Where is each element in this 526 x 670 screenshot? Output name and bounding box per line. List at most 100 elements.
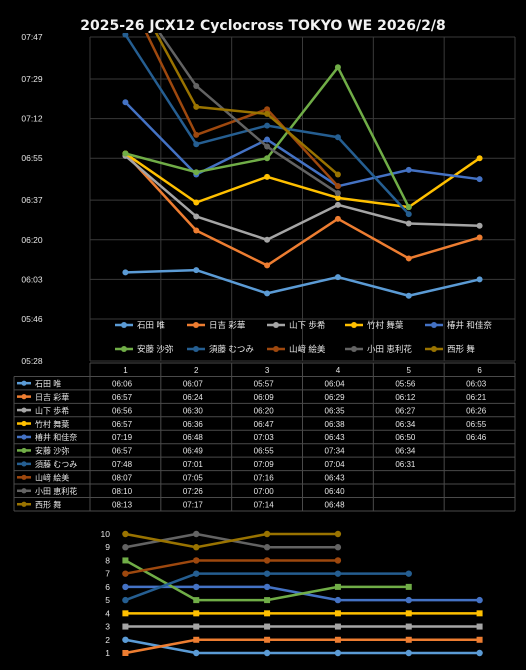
rank-point <box>122 623 129 630</box>
rank-tick-label: 6 <box>105 582 110 592</box>
row-label: 椿井 和佳奈 <box>35 432 77 442</box>
series-point <box>334 190 341 197</box>
rank-line-1 <box>125 638 480 655</box>
legend-entry: 石田 唯 <box>115 320 165 330</box>
cell-value: 06:55 <box>254 447 275 456</box>
cell-value: 07:48 <box>112 460 133 469</box>
rank-point <box>122 583 129 591</box>
cell-value: 06:07 <box>183 379 204 388</box>
cell-value: 06:35 <box>325 406 346 415</box>
legend-entry: 日吉 彩華 <box>187 320 246 330</box>
series-point <box>264 106 271 113</box>
rank-point <box>122 530 129 538</box>
cell-value: 07:16 <box>254 474 275 483</box>
cell-value: 06:34 <box>395 447 416 456</box>
series-point <box>193 169 200 176</box>
row-swatch-marker <box>21 420 27 427</box>
cell-value: 07:01 <box>183 460 204 469</box>
cell-value: 06:47 <box>254 420 275 429</box>
data-table: 1 2 3 4 5 6 石田 唯 06:06 06:07 05:57 06:04 05:56 06:03… <box>13 362 516 512</box>
rank-point <box>476 623 483 630</box>
row-swatch-marker <box>21 461 27 467</box>
series-point <box>193 103 200 110</box>
rank-point <box>405 649 412 657</box>
rank-point <box>122 610 129 617</box>
cell-value: 06:27 <box>395 406 416 415</box>
cell-value: 05:57 <box>254 379 275 388</box>
rank-point <box>334 623 341 630</box>
series-point <box>193 82 200 89</box>
cell-value: 06:48 <box>183 433 204 442</box>
y-tick-label: 06:55 <box>21 153 43 163</box>
cell-value: 07:05 <box>183 474 204 483</box>
cell-value: 07:04 <box>325 460 346 469</box>
rank-point <box>263 570 271 577</box>
series-point <box>405 220 412 227</box>
series-point <box>122 33 129 38</box>
rank-point <box>193 610 200 617</box>
cell-value: 06:20 <box>254 406 275 415</box>
cell-value: 07:34 <box>325 447 346 456</box>
rank-point <box>405 610 412 617</box>
cell-value: 07:09 <box>254 460 275 469</box>
legend-entry: 椿井 和佳奈 <box>425 320 492 330</box>
cell-value: 06:55 <box>466 420 487 429</box>
row-label: 竹村 舞葉 <box>35 419 69 429</box>
rank-point <box>334 596 342 604</box>
rank-point <box>193 636 200 643</box>
rank-point <box>122 596 129 604</box>
rank-point <box>264 623 271 630</box>
cell-value: 06:04 <box>325 379 346 388</box>
rank-point <box>193 557 200 564</box>
rank-point <box>193 544 200 551</box>
rank-tick-label: 4 <box>105 608 110 618</box>
series-point <box>264 290 271 297</box>
row-swatch-marker <box>21 488 27 494</box>
rank-point <box>264 597 271 604</box>
series-point <box>334 64 341 71</box>
rank-point <box>334 636 341 643</box>
cell-value: 06:29 <box>325 393 346 402</box>
series-line-3 <box>124 154 480 242</box>
cell-value: 06:36 <box>183 420 204 429</box>
rank-point <box>405 623 412 630</box>
series-point <box>122 269 129 276</box>
chart-title: 2025-26 JCX12 Cyclocross TOKYO WE 2026/2… <box>80 18 446 34</box>
series-point <box>334 215 341 222</box>
series-point <box>264 143 271 150</box>
row-label: 石田 唯 <box>35 378 61 388</box>
series-point <box>476 176 483 183</box>
series-point <box>334 194 341 201</box>
cell-value: 07:14 <box>254 500 275 509</box>
cell-value: 06:43 <box>325 474 346 483</box>
rank-point <box>476 636 483 643</box>
series-point <box>264 155 271 162</box>
cell-value: 06:09 <box>254 393 275 402</box>
rank-series-group <box>122 530 483 657</box>
cell-value: 06:06 <box>112 379 133 388</box>
rank-point <box>193 597 200 604</box>
series-point <box>264 173 271 180</box>
cell-value: 08:07 <box>112 474 133 483</box>
legend-swatch-marker <box>273 346 279 352</box>
cell-value: 07:17 <box>183 500 204 509</box>
row-swatch-marker <box>21 434 27 440</box>
cell-value: 06:56 <box>112 406 133 415</box>
rank-point <box>334 583 341 590</box>
series-point <box>334 183 341 190</box>
series-point <box>476 276 483 283</box>
series-point <box>193 141 200 148</box>
rank-line-8 <box>125 559 338 575</box>
series-point <box>334 201 341 208</box>
legend-label: 小田 恵利花 <box>367 344 412 354</box>
legend-label: 日吉 彩華 <box>209 320 246 330</box>
row-label: 西形 舞 <box>35 499 61 509</box>
series-line-1 <box>125 268 480 297</box>
series-point <box>476 155 483 162</box>
rank-point <box>405 583 412 590</box>
series-point <box>405 255 412 262</box>
cell-value: 06:43 <box>325 433 346 442</box>
y-tick-label: 07:47 <box>21 32 43 42</box>
series-point <box>193 213 200 220</box>
